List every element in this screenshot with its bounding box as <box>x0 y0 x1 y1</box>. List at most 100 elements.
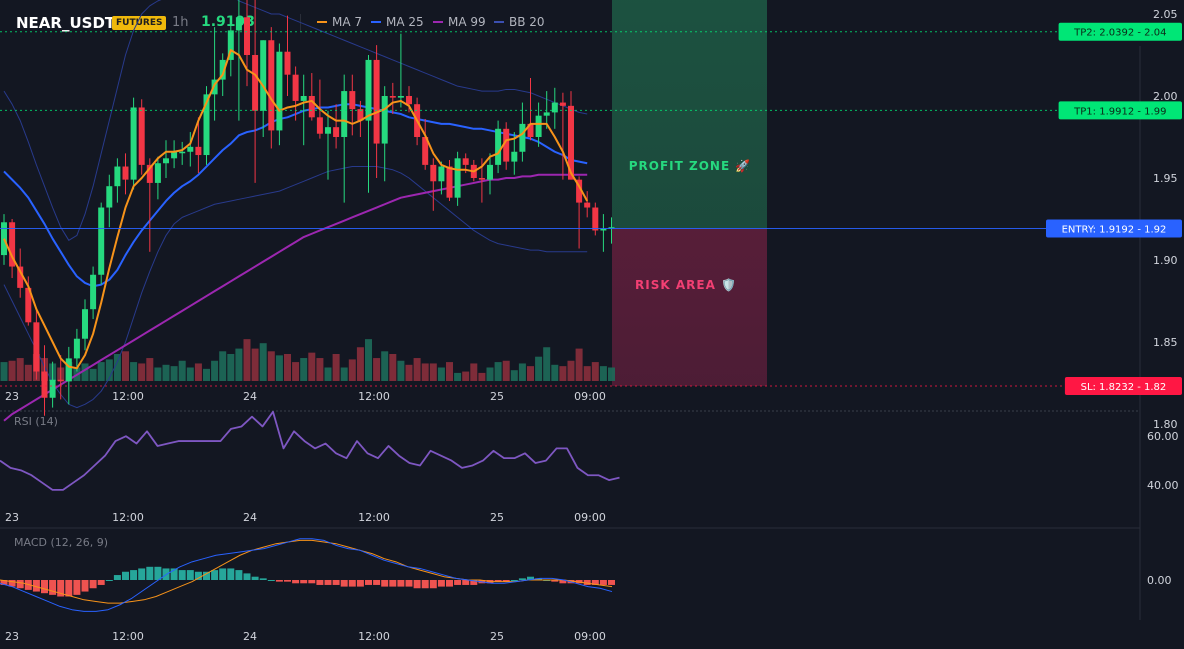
time-tick-label: 12:00 <box>358 630 390 643</box>
legend-bb20-label: BB 20 <box>509 15 545 29</box>
macd-histogram-bar <box>251 576 259 580</box>
volume-bar <box>348 359 356 381</box>
candle-body <box>211 79 218 95</box>
macd-histogram-bar <box>243 573 251 580</box>
candle-body <box>260 40 267 111</box>
rsi-pane[interactable]: RSI (14) 23 12:00 24 12:00 25 09:00 60.00 40.00 <box>0 410 1179 524</box>
macd-histogram-bar <box>446 580 453 587</box>
price-pane[interactable]: PROFIT ZONE 🚀 RISK AREA 🛡️ 2.152.102.052… <box>0 0 1178 620</box>
legend-ma7-label: MA 7 <box>332 15 363 29</box>
macd-histogram-bar <box>292 580 300 584</box>
candle-body <box>219 59 226 80</box>
price-tick-label: 1.85 <box>1153 336 1178 349</box>
candle-body <box>171 151 178 159</box>
price-tick-label: 2.00 <box>1153 90 1178 103</box>
macd-histogram-bar <box>437 580 445 587</box>
macd-histogram-bar <box>608 580 615 585</box>
macd-title: MACD (12, 26, 9) <box>14 536 108 549</box>
macd-histogram-bar <box>494 580 502 582</box>
candle-body <box>195 146 202 156</box>
candle-body <box>57 379 64 382</box>
volume-bar <box>130 362 138 381</box>
macd-histogram-bar <box>559 580 567 584</box>
macd-histogram-bar <box>178 570 186 580</box>
macd-histogram-bar <box>405 580 413 587</box>
volume-bar <box>170 366 178 381</box>
candle-body <box>349 91 356 110</box>
candle-body <box>551 102 558 113</box>
volume-bar <box>81 363 89 381</box>
candle-body <box>25 287 32 323</box>
volume-bar <box>243 339 251 381</box>
candle-body <box>244 17 250 56</box>
candle-body <box>235 17 242 31</box>
macd-histogram-bar <box>389 580 397 587</box>
volume-bar <box>122 351 129 381</box>
volume-bar <box>559 366 567 381</box>
macd-histogram-bar <box>454 580 462 585</box>
candle-body <box>341 91 348 137</box>
candle-body <box>130 107 137 180</box>
candle-body <box>438 166 445 182</box>
volume-bar <box>413 358 421 381</box>
macd-histogram-bar <box>227 568 235 580</box>
candle-body <box>33 322 40 372</box>
candle-body <box>357 109 364 121</box>
candle-body <box>9 222 16 267</box>
candle-body <box>381 96 388 144</box>
chart-header: NEAR_USDT FUTURES 1h 1.9193 MA 7 MA 25 M… <box>0 0 1184 46</box>
macd-histogram-bar <box>57 580 65 597</box>
symbol-title[interactable]: NEAR_USDT <box>16 14 116 32</box>
legend-ma25[interactable]: MA 25 <box>371 15 424 29</box>
volume-bar <box>324 367 332 381</box>
candle-body <box>41 371 48 398</box>
volume-bar <box>486 367 494 381</box>
candle-body <box>584 202 591 208</box>
time-tick-label: 12:00 <box>112 511 144 524</box>
macd-pane[interactable]: MACD (12, 26, 9) 23 12:00 24 12:00 25 09:00 0.… <box>0 536 1172 643</box>
candle-body <box>446 166 453 198</box>
macd-histogram-bar <box>97 580 105 585</box>
volume-bar <box>211 360 219 381</box>
price-tick-label: 1.90 <box>1153 254 1178 267</box>
level-label-sl: SL: 1.8232 - 1.82 <box>1081 382 1167 393</box>
time-tick-label: 09:00 <box>574 390 606 403</box>
legend-bb20[interactable]: BB 20 <box>494 15 545 29</box>
candle-body <box>511 151 518 162</box>
price-tick-label: 1.80 <box>1153 418 1178 431</box>
profit-zone-label: PROFIT ZONE 🚀 <box>629 159 752 173</box>
macd-histogram-bar <box>308 580 316 584</box>
macd-histogram-bar <box>373 580 381 585</box>
candle-body <box>389 96 396 98</box>
macd-histogram-bar <box>41 580 48 594</box>
candle-body <box>576 179 583 203</box>
candle-body <box>519 123 526 152</box>
candle-body <box>203 94 210 156</box>
macd-histogram-bar <box>194 571 202 580</box>
volume-bar <box>356 347 364 381</box>
volume-bar <box>219 351 227 381</box>
timeframe-label[interactable]: 1h <box>172 15 189 30</box>
macd-tick-label: 0.00 <box>1147 574 1172 587</box>
candle-body <box>325 127 331 134</box>
macd-histogram-bar <box>275 580 283 582</box>
legend-ma99[interactable]: MA 99 <box>433 15 486 29</box>
macd-histogram-bar <box>211 570 219 580</box>
candle-body <box>163 158 169 164</box>
macd-histogram-bar <box>551 580 559 582</box>
volume-bar <box>251 348 259 381</box>
macd-histogram-bar <box>348 580 356 587</box>
trade-zones: PROFIT ZONE 🚀 RISK AREA 🛡️ <box>612 0 767 386</box>
candle-body <box>268 40 275 131</box>
time-tick-label: 09:00 <box>574 630 606 643</box>
candle-body <box>462 158 469 165</box>
macd-histogram-bar <box>518 578 526 580</box>
time-tick-label: 12:00 <box>112 630 144 643</box>
candle-body <box>406 96 412 105</box>
time-tick-label: 25 <box>490 511 504 524</box>
volume-bar <box>267 351 275 381</box>
trade-levels: TP3: 2.1112 - 2.11TP2: 2.0392 - 2.04TP1:… <box>0 22 1182 395</box>
legend-ma7[interactable]: MA 7 <box>317 15 362 29</box>
candle-body <box>98 207 105 275</box>
